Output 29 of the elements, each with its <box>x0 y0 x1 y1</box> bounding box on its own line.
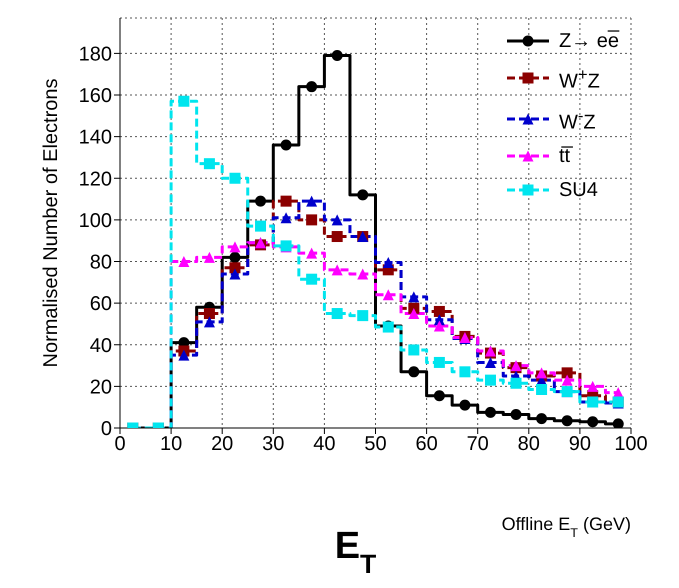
y-tick-label: 40 <box>90 334 112 357</box>
legend-label: W$^{-}$Z <box>558 104 596 136</box>
x-tick-label: 90 <box>568 433 592 456</box>
y-axis-title: Normalised Number of Electrons <box>40 78 62 368</box>
legend-label: SU4 <box>558 178 598 204</box>
y-tick-label: 80 <box>90 252 112 274</box>
x-axis-title: Offline E$_{T}$ (GeV) <box>502 514 631 540</box>
x-tick-label: 80 <box>518 433 540 456</box>
x-tick-label: 20 <box>211 433 234 456</box>
y-tick-label: 180 <box>78 43 112 66</box>
y-tick-label: 160 <box>78 85 112 108</box>
x-tick-label: 60 <box>415 433 438 456</box>
y-tick-label: 60 <box>90 293 112 316</box>
y-tick-label: 120 <box>78 168 112 190</box>
x-tick-label: 40 <box>313 433 336 456</box>
x-tick-label: 100 <box>614 433 648 456</box>
x-tick-label: 50 <box>364 433 387 456</box>
y-tick-label: 140 <box>78 126 112 149</box>
x-tick-label: 10 <box>160 433 182 456</box>
text: E$_{T}$ <box>334 525 376 579</box>
legend-label: W$^{+}$Z <box>558 64 600 95</box>
y-tick-label: 100 <box>78 210 112 232</box>
legend-label: tt̅ <box>558 144 570 170</box>
y-tick-label: 20 <box>90 376 112 398</box>
y-tick-label: 0 <box>100 418 112 440</box>
x-tick-label: 70 <box>466 433 489 456</box>
x-tick-label: 0 <box>114 433 126 456</box>
legend-label: Z→ ee̅ <box>558 29 619 54</box>
x-tick-label: 30 <box>262 433 284 456</box>
